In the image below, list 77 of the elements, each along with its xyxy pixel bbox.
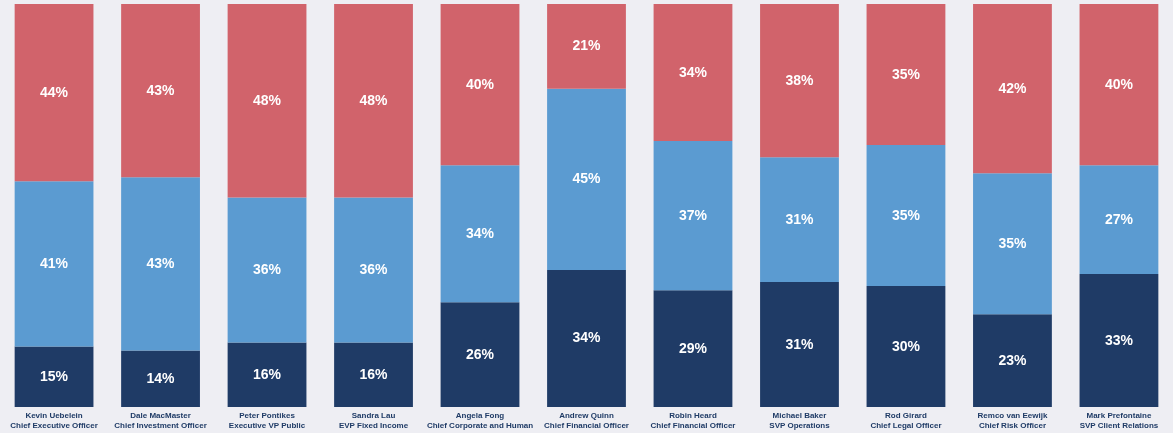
x-tick-label: Robin Heard Chief Financial Officer — [650, 410, 736, 430]
bar — [973, 173, 1052, 315]
bar — [866, 145, 946, 287]
bar — [866, 286, 946, 407]
x-tick-label: Kevin Uebelein Chief Executive Officer — [10, 410, 98, 430]
data-label: 15% — [40, 367, 69, 384]
bar — [1079, 4, 1159, 166]
x-tick-label: Dale MacMaster Chief Investment Officer — [114, 410, 207, 430]
data-label: 35% — [891, 65, 921, 82]
x-tick-label: Angela Fong Chief Corporate and Human — [426, 410, 534, 430]
bar — [121, 177, 200, 351]
data-label: 38% — [785, 71, 815, 88]
bar — [227, 342, 307, 407]
bar — [227, 197, 307, 343]
bar — [440, 4, 520, 166]
data-label: 40% — [1104, 75, 1134, 92]
data-label: 33% — [1104, 331, 1134, 348]
data-label: 16% — [253, 365, 282, 382]
bar — [973, 4, 1052, 174]
data-label: 35% — [891, 206, 921, 223]
x-tick-label: Sandra Lau EVP Fixed Income — [338, 410, 409, 430]
bar — [760, 157, 839, 283]
bar — [653, 4, 733, 142]
bar — [14, 4, 94, 182]
data-label: 29% — [678, 339, 708, 356]
data-label: 44% — [40, 83, 69, 100]
bar — [440, 302, 520, 407]
bar — [866, 4, 946, 146]
bar — [14, 346, 94, 407]
data-label: 21% — [572, 37, 602, 54]
data-label: 34% — [678, 63, 708, 80]
data-label: 27% — [1104, 210, 1134, 227]
x-tick-label: Peter Pontikes Executive VP Public — [228, 410, 306, 430]
data-label: 45% — [572, 170, 602, 187]
data-label: 35% — [998, 234, 1028, 251]
data-label: 34% — [572, 329, 602, 346]
bar — [1079, 274, 1159, 407]
bar — [973, 314, 1052, 407]
data-label: 31% — [785, 210, 815, 227]
data-label: 36% — [253, 260, 282, 277]
bar — [14, 181, 94, 347]
bar — [121, 350, 200, 407]
x-tick-label: Michael Baker SVP Operations — [769, 410, 831, 430]
data-label: 31% — [785, 335, 815, 352]
data-label: 41% — [40, 254, 69, 271]
data-label: 36% — [359, 260, 389, 277]
bar — [1079, 165, 1159, 275]
data-label: 34% — [465, 224, 495, 241]
bar — [440, 165, 520, 303]
x-tick-label: Andrew Quinn Chief Financial Officer — [544, 410, 629, 430]
bar — [760, 4, 839, 158]
data-label: 43% — [146, 81, 176, 98]
x-tick-label: Rod Girard Chief Legal Officer — [870, 410, 942, 430]
bar — [547, 88, 626, 270]
data-label: 43% — [146, 254, 176, 271]
bar — [547, 269, 626, 407]
data-label: 48% — [253, 91, 282, 108]
bar — [547, 4, 626, 89]
bar — [334, 342, 413, 407]
data-label: 48% — [359, 91, 389, 108]
bar — [760, 282, 839, 407]
data-label: 23% — [998, 351, 1028, 368]
bar — [653, 141, 733, 291]
bar — [334, 197, 413, 343]
bar — [653, 290, 733, 407]
data-label: 42% — [998, 79, 1028, 96]
data-label: 37% — [678, 206, 708, 223]
data-label: 30% — [891, 337, 921, 354]
bar — [121, 4, 200, 178]
data-label: 26% — [465, 345, 495, 362]
data-label: 14% — [146, 369, 176, 386]
x-tick-label: Remco van Eewijk Chief Risk Officer — [977, 410, 1048, 430]
bar — [227, 4, 307, 198]
data-label: 40% — [465, 75, 495, 92]
bar — [334, 4, 413, 198]
data-label: 16% — [359, 365, 389, 382]
x-tick-label: Mark Prefontaine SVP Client Relations — [1079, 410, 1159, 430]
